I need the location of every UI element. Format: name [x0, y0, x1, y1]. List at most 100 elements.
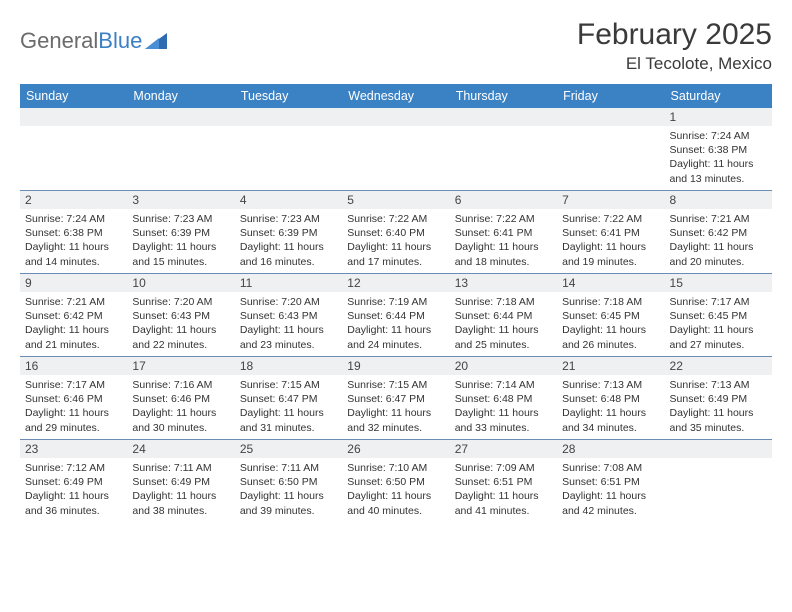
day-number: [450, 108, 557, 126]
sunset-line: Sunset: 6:41 PM: [455, 226, 552, 240]
day-cell: [342, 126, 449, 190]
weekday-label: Thursday: [450, 84, 557, 108]
daylight-line: Daylight: 11 hours and 39 minutes.: [240, 489, 337, 517]
sunset-line: Sunset: 6:38 PM: [25, 226, 122, 240]
sunset-line: Sunset: 6:50 PM: [347, 475, 444, 489]
week-content-row: Sunrise: 7:24 AMSunset: 6:38 PMDaylight:…: [20, 209, 772, 273]
logo-triangle-icon: [145, 33, 167, 49]
daylight-line: Daylight: 11 hours and 22 minutes.: [132, 323, 229, 351]
week-content-row: Sunrise: 7:17 AMSunset: 6:46 PMDaylight:…: [20, 375, 772, 439]
sunrise-line: Sunrise: 7:22 AM: [347, 212, 444, 226]
day-cell: Sunrise: 7:13 AMSunset: 6:49 PMDaylight:…: [665, 375, 772, 439]
day-number-row: 16171819202122: [20, 356, 772, 375]
day-cell: [665, 458, 772, 522]
day-number: 6: [450, 191, 557, 209]
day-cell: [557, 126, 664, 190]
day-number: 24: [127, 440, 234, 458]
day-number: 8: [665, 191, 772, 209]
day-cell: Sunrise: 7:23 AMSunset: 6:39 PMDaylight:…: [127, 209, 234, 273]
day-cell: Sunrise: 7:15 AMSunset: 6:47 PMDaylight:…: [342, 375, 449, 439]
sunset-line: Sunset: 6:49 PM: [132, 475, 229, 489]
sunset-line: Sunset: 6:47 PM: [347, 392, 444, 406]
weekday-label: Sunday: [20, 84, 127, 108]
sunrise-line: Sunrise: 7:13 AM: [670, 378, 767, 392]
daylight-line: Daylight: 11 hours and 27 minutes.: [670, 323, 767, 351]
daylight-line: Daylight: 11 hours and 24 minutes.: [347, 323, 444, 351]
sunrise-line: Sunrise: 7:19 AM: [347, 295, 444, 309]
day-cell: Sunrise: 7:22 AMSunset: 6:41 PMDaylight:…: [557, 209, 664, 273]
sunset-line: Sunset: 6:51 PM: [455, 475, 552, 489]
day-cell: Sunrise: 7:14 AMSunset: 6:48 PMDaylight:…: [450, 375, 557, 439]
sunset-line: Sunset: 6:47 PM: [240, 392, 337, 406]
daylight-line: Daylight: 11 hours and 29 minutes.: [25, 406, 122, 434]
sunset-line: Sunset: 6:40 PM: [347, 226, 444, 240]
header: GeneralBlue February 2025 El Tecolote, M…: [20, 18, 772, 74]
day-cell: Sunrise: 7:24 AMSunset: 6:38 PMDaylight:…: [20, 209, 127, 273]
daylight-line: Daylight: 11 hours and 35 minutes.: [670, 406, 767, 434]
title-block: February 2025 El Tecolote, Mexico: [577, 18, 772, 74]
day-cell: Sunrise: 7:20 AMSunset: 6:43 PMDaylight:…: [235, 292, 342, 356]
sunset-line: Sunset: 6:43 PM: [240, 309, 337, 323]
day-cell: [235, 126, 342, 190]
sunset-line: Sunset: 6:39 PM: [240, 226, 337, 240]
week-content-row: Sunrise: 7:21 AMSunset: 6:42 PMDaylight:…: [20, 292, 772, 356]
day-number-row: 2345678: [20, 190, 772, 209]
daylight-line: Daylight: 11 hours and 32 minutes.: [347, 406, 444, 434]
daylight-line: Daylight: 11 hours and 25 minutes.: [455, 323, 552, 351]
day-number: 18: [235, 357, 342, 375]
logo-text-blue: Blue: [98, 28, 142, 54]
sunset-line: Sunset: 6:46 PM: [25, 392, 122, 406]
sunset-line: Sunset: 6:42 PM: [670, 226, 767, 240]
sunrise-line: Sunrise: 7:18 AM: [562, 295, 659, 309]
day-cell: Sunrise: 7:18 AMSunset: 6:45 PMDaylight:…: [557, 292, 664, 356]
daylight-line: Daylight: 11 hours and 36 minutes.: [25, 489, 122, 517]
sunset-line: Sunset: 6:45 PM: [670, 309, 767, 323]
day-number: 15: [665, 274, 772, 292]
day-cell: Sunrise: 7:22 AMSunset: 6:40 PMDaylight:…: [342, 209, 449, 273]
day-number: [665, 440, 772, 458]
daylight-line: Daylight: 11 hours and 13 minutes.: [670, 157, 767, 185]
day-cell: Sunrise: 7:16 AMSunset: 6:46 PMDaylight:…: [127, 375, 234, 439]
sunset-line: Sunset: 6:46 PM: [132, 392, 229, 406]
day-cell: Sunrise: 7:12 AMSunset: 6:49 PMDaylight:…: [20, 458, 127, 522]
sunrise-line: Sunrise: 7:23 AM: [132, 212, 229, 226]
daylight-line: Daylight: 11 hours and 34 minutes.: [562, 406, 659, 434]
sunrise-line: Sunrise: 7:14 AM: [455, 378, 552, 392]
weekday-label: Friday: [557, 84, 664, 108]
daylight-line: Daylight: 11 hours and 38 minutes.: [132, 489, 229, 517]
sunrise-line: Sunrise: 7:15 AM: [347, 378, 444, 392]
calendar-body: 1Sunrise: 7:24 AMSunset: 6:38 PMDaylight…: [20, 108, 772, 522]
day-number: 11: [235, 274, 342, 292]
logo-text-general: General: [20, 28, 98, 54]
day-cell: [127, 126, 234, 190]
day-number: 13: [450, 274, 557, 292]
daylight-line: Daylight: 11 hours and 30 minutes.: [132, 406, 229, 434]
weekday-label: Monday: [127, 84, 234, 108]
sunset-line: Sunset: 6:39 PM: [132, 226, 229, 240]
sunset-line: Sunset: 6:48 PM: [562, 392, 659, 406]
daylight-line: Daylight: 11 hours and 17 minutes.: [347, 240, 444, 268]
location: El Tecolote, Mexico: [577, 54, 772, 74]
sunset-line: Sunset: 6:49 PM: [25, 475, 122, 489]
day-cell: Sunrise: 7:09 AMSunset: 6:51 PMDaylight:…: [450, 458, 557, 522]
weekday-label: Wednesday: [342, 84, 449, 108]
sunrise-line: Sunrise: 7:23 AM: [240, 212, 337, 226]
sunrise-line: Sunrise: 7:10 AM: [347, 461, 444, 475]
day-number: 19: [342, 357, 449, 375]
daylight-line: Daylight: 11 hours and 15 minutes.: [132, 240, 229, 268]
day-number: 3: [127, 191, 234, 209]
sunrise-line: Sunrise: 7:17 AM: [25, 378, 122, 392]
sunrise-line: Sunrise: 7:20 AM: [240, 295, 337, 309]
day-number: 9: [20, 274, 127, 292]
sunset-line: Sunset: 6:49 PM: [670, 392, 767, 406]
day-number: 28: [557, 440, 664, 458]
day-cell: Sunrise: 7:13 AMSunset: 6:48 PMDaylight:…: [557, 375, 664, 439]
day-cell: Sunrise: 7:11 AMSunset: 6:50 PMDaylight:…: [235, 458, 342, 522]
sunset-line: Sunset: 6:48 PM: [455, 392, 552, 406]
sunrise-line: Sunrise: 7:18 AM: [455, 295, 552, 309]
day-number: 25: [235, 440, 342, 458]
day-number: 26: [342, 440, 449, 458]
day-number: 2: [20, 191, 127, 209]
sunrise-line: Sunrise: 7:09 AM: [455, 461, 552, 475]
day-cell: Sunrise: 7:18 AMSunset: 6:44 PMDaylight:…: [450, 292, 557, 356]
